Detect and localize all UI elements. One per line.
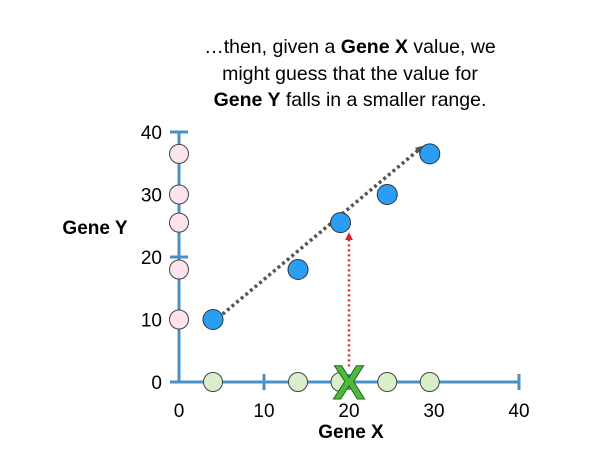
- y-projection-dot: [169, 259, 189, 280]
- caption-gene-y: Gene Y: [213, 89, 281, 111]
- data-point: [202, 309, 224, 330]
- x-projection-dot: [288, 372, 308, 392]
- x-tick-label: 10: [253, 401, 274, 422]
- x-tick-label: 40: [508, 401, 529, 422]
- caption-line-2: might guess that the value for: [222, 62, 478, 85]
- caption-line-1: …then, given a Gene X value, we: [150, 34, 550, 61]
- caption: …then, given a Gene X value, we might gu…: [150, 34, 550, 114]
- y-tick-label: 10: [141, 311, 162, 332]
- caption-line-3: Gene Y falls in a smaller range.: [150, 87, 550, 114]
- x-projection-dot: [419, 372, 440, 392]
- data-point: [287, 259, 309, 280]
- trend-arrow: [206, 145, 424, 328]
- gene-x-marker: X: [333, 357, 365, 410]
- x-projection-dot: [377, 372, 398, 392]
- x-axis-title: Gene X: [318, 422, 384, 443]
- y-axis-title: Gene Y: [62, 218, 127, 239]
- data-point: [376, 184, 398, 205]
- data-point: [330, 212, 351, 234]
- caption-gene-x: Gene X: [340, 36, 408, 58]
- y-tick-label: 40: [141, 123, 162, 144]
- x-projection-dot: [203, 372, 223, 392]
- data-point: [419, 143, 441, 165]
- y-projection-dot: [169, 212, 189, 233]
- caption-text: value, we: [407, 36, 496, 58]
- y-tick-label: 30: [141, 186, 162, 207]
- y-tick-label: 20: [141, 248, 162, 269]
- x-tick-label: 20: [338, 401, 359, 422]
- y-tick-label: 0: [151, 373, 162, 394]
- x-tick-label: 0: [174, 401, 185, 422]
- caption-text: …then, given a: [204, 36, 341, 58]
- y-projection-dot: [169, 184, 189, 205]
- y-projection-dot: [169, 309, 189, 330]
- x-projection-dot: [330, 372, 351, 392]
- y-projection-dot: [169, 143, 189, 164]
- x-tick-label: 30: [423, 401, 444, 422]
- caption-text: falls in a smaller range.: [280, 89, 487, 111]
